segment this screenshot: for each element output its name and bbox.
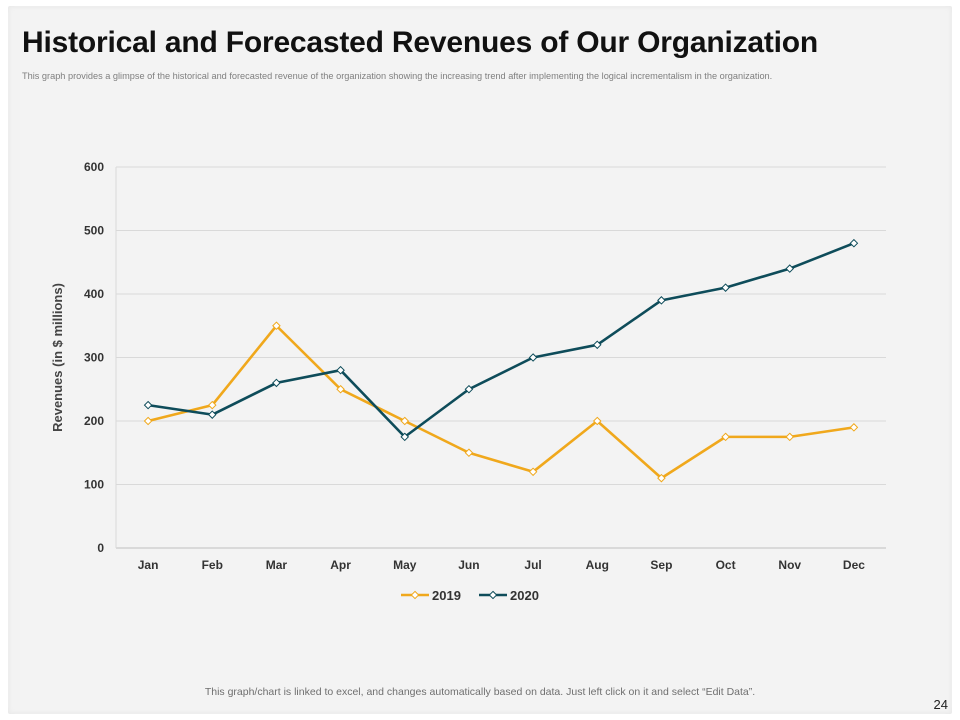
x-axis-tick-labels: Jan Feb Mar Apr May Jun Jul Aug Sep Oct Nov Dec <box>138 558 866 572</box>
series-line-2020 <box>146 241 856 439</box>
data-point-2020-dec <box>849 238 859 248</box>
data-point-2019-nov <box>785 432 795 442</box>
data-point-2020-apr <box>336 365 345 375</box>
chart-series <box>143 238 859 483</box>
y-tick-label: 300 <box>84 351 104 365</box>
data-point-2019-jul <box>528 467 538 477</box>
chart-gridlines <box>115 166 886 549</box>
data-point-2019-oct <box>721 432 730 442</box>
x-tick-label-mar: Mar <box>266 558 288 572</box>
x-tick-label-oct: Oct <box>716 558 736 572</box>
data-point-2020-aug <box>592 340 602 350</box>
legend-item-2020: 2020 <box>479 588 539 603</box>
x-tick-label-jun: Jun <box>458 558 479 572</box>
data-point-2019-aug <box>592 416 602 426</box>
data-point-2020-jun <box>464 384 474 394</box>
series-line-2019 <box>146 324 856 480</box>
x-tick-label-apr: Apr <box>330 558 351 572</box>
data-point-2019-apr <box>336 384 345 394</box>
data-point-2020-may <box>400 432 410 442</box>
data-point-2019-feb <box>207 400 217 410</box>
y-tick-label: 600 <box>84 160 104 174</box>
data-point-2019-may <box>400 416 410 426</box>
chart-legend: 2019 2020 <box>401 588 539 603</box>
data-point-2020-nov <box>785 264 795 273</box>
x-tick-label-sep: Sep <box>650 558 672 572</box>
data-point-2020-jul <box>528 353 538 362</box>
data-point-2019-jan <box>143 416 153 426</box>
footer-note: This graph/chart is linked to excel, and… <box>204 686 756 698</box>
y-tick-label: 100 <box>84 478 104 492</box>
data-point-2020-mar <box>272 378 281 388</box>
data-point-2020-sep <box>657 296 666 305</box>
x-tick-label-aug: Aug <box>586 558 609 572</box>
series-2019 <box>143 321 859 483</box>
x-tick-label-feb: Feb <box>202 558 223 572</box>
data-point-2019-jun <box>464 448 474 458</box>
data-point-2020-oct <box>721 283 730 292</box>
x-tick-label-jul: Jul <box>524 558 541 572</box>
slide-title: Historical and Forecasted Revenues of Ou… <box>22 26 819 59</box>
data-point-2020-feb <box>207 410 217 419</box>
y-tick-label: 400 <box>84 287 104 301</box>
y-tick-label: 200 <box>84 414 104 428</box>
page-number: 24 <box>933 697 948 712</box>
data-point-2019-mar <box>272 321 281 331</box>
y-axis-tick-labels: 0 100 200 300 400 500 600 <box>84 160 104 555</box>
data-point-2019-dec <box>849 423 859 432</box>
legend-swatch-marker <box>488 590 498 600</box>
x-tick-label-may: May <box>393 558 417 572</box>
y-tick-label: 0 <box>97 541 104 555</box>
legend-label-2020: 2020 <box>510 588 539 603</box>
x-tick-label-dec: Dec <box>843 558 865 572</box>
data-point-2020-jan <box>143 400 153 410</box>
x-tick-label-nov: Nov <box>778 558 801 572</box>
slide-subtitle: This graph provides a glimpse of the his… <box>22 71 773 81</box>
y-tick-label: 500 <box>84 224 104 238</box>
legend-swatch-marker <box>410 590 420 600</box>
series-2020 <box>143 238 859 442</box>
data-point-2019-sep <box>657 473 666 483</box>
x-tick-label-jan: Jan <box>138 558 159 572</box>
y-axis-label: Revenues (in $ millions) <box>50 283 65 432</box>
legend-label-2019: 2019 <box>432 588 461 603</box>
legend-item-2019: 2019 <box>401 588 461 603</box>
